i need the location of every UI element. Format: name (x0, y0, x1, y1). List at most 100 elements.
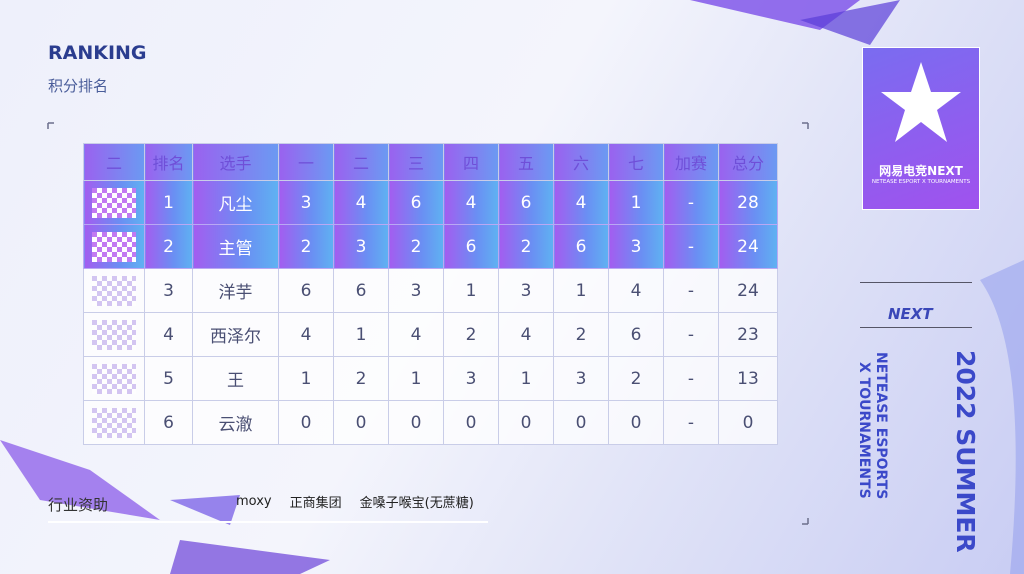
cell: 6 (608, 312, 664, 357)
cell: 2 (333, 356, 389, 401)
cell: - (663, 356, 719, 401)
cell: 凡尘 (192, 180, 279, 225)
cell: 6 (144, 400, 193, 445)
logo-star (881, 62, 961, 142)
cell: 5 (144, 356, 193, 401)
cell: 洋芋 (192, 268, 279, 313)
column-header: 五 (498, 143, 554, 181)
avatar-cell (83, 400, 145, 445)
avatar (92, 319, 136, 350)
cell: 4 (608, 268, 664, 313)
cell: 3 (144, 268, 193, 313)
column-header: 六 (553, 143, 609, 181)
table-row: 6 云澈 0 0 0 0 0 0 0-0 (83, 400, 778, 445)
cell: 3 (388, 268, 444, 313)
cell: 1 (553, 268, 609, 313)
column-header: 排名 (144, 143, 193, 181)
cell: 3 (608, 224, 664, 269)
cell: 云澈 (192, 400, 279, 445)
cell: 6 (443, 224, 499, 269)
cell: 2 (278, 224, 334, 269)
cell: 24 (718, 224, 778, 269)
cell: 4 (278, 312, 334, 357)
avatar-cell (83, 180, 145, 225)
cell: 1 (144, 180, 193, 225)
cell: 3 (498, 268, 554, 313)
cell: 6 (553, 224, 609, 269)
column-header: 二 (333, 143, 389, 181)
cell: 1 (388, 356, 444, 401)
cell: 2 (498, 224, 554, 269)
column-header: 三 (388, 143, 444, 181)
avatar (92, 363, 136, 394)
cell: 王 (192, 356, 279, 401)
cell: 6 (278, 268, 334, 313)
cell: 4 (498, 312, 554, 357)
cell: 3 (333, 224, 389, 269)
footer-label: 行业资助 (48, 496, 109, 514)
cell: 1 (333, 312, 389, 357)
cell: 23 (718, 312, 778, 357)
cell: 0 (388, 400, 444, 445)
cell: 2 (388, 224, 444, 269)
cell: 西泽尔 (192, 312, 279, 357)
cell: 主管 (192, 224, 279, 269)
cell: 24 (718, 268, 778, 313)
cell: 1 (443, 268, 499, 313)
cell: 2 (608, 356, 664, 401)
cell: 0 (498, 400, 554, 445)
cell: 4 (333, 180, 389, 225)
cell: 0 (333, 400, 389, 445)
cell: 3 (278, 180, 334, 225)
cell: 0 (718, 400, 778, 445)
sponsors: moxy 正商集团 金嗓子喉宝(无蔗糖) (236, 492, 474, 511)
brand-line1: NETEASE ESPORTS (873, 352, 889, 500)
cell: 0 (278, 400, 334, 445)
column-header: 七 (608, 143, 664, 181)
sponsor: 正商集团 (289, 496, 342, 511)
cell: 4 (553, 180, 609, 225)
ranking-table: 二排名 选手一二三四五六七加赛 总分 1 凡尘 3 4 6 4 6 4 1-28 2 主管 2 3 2 6 2 6 3-… (83, 143, 778, 445)
cell: 0 (553, 400, 609, 445)
table-row: 2 主管 2 3 2 6 2 6 3-24 (83, 224, 778, 269)
sponsor: 金嗓子喉宝(无蔗糖) (359, 496, 474, 511)
cell: - (663, 180, 719, 225)
title: RANKING (48, 42, 147, 64)
avatar-cell (83, 312, 145, 357)
avatar (92, 231, 136, 262)
column-header: 总分 (718, 143, 778, 181)
cell: 4 (144, 312, 193, 357)
subtitle: 积分排名 (48, 77, 109, 95)
cell: - (663, 400, 719, 445)
logo-box: 网易电竞NEXT NETEASE ESPORT X TOURNAMENTS (862, 47, 980, 210)
cell: 28 (718, 180, 778, 225)
cell: 1 (278, 356, 334, 401)
avatar-cell (83, 356, 145, 401)
brand-line2: X TOURNAMENTS (856, 362, 872, 499)
logo-text: 网易电竞NEXT (879, 164, 963, 178)
column-header: 一 (278, 143, 334, 181)
table-row: 4 西泽尔 4 1 4 2 4 2 6-23 (83, 312, 778, 357)
cell: 6 (498, 180, 554, 225)
sponsor: moxy (236, 494, 272, 509)
badge-frame (860, 282, 972, 328)
season: 2022 SUMMER (951, 350, 980, 553)
table-row: 1 凡尘 3 4 6 4 6 4 1-28 (83, 180, 778, 225)
avatar-cell (83, 224, 145, 269)
avatar-cell (83, 268, 145, 313)
logo-sub: NETEASE ESPORT X TOURNAMENTS (871, 179, 971, 185)
cell: 2 (443, 312, 499, 357)
cell: 4 (443, 180, 499, 225)
cell: - (663, 224, 719, 269)
cell: 6 (333, 268, 389, 313)
column-header: 加赛 (663, 143, 719, 181)
avatar (92, 407, 136, 438)
cell: 2 (553, 312, 609, 357)
header-row: 二排名 选手一二三四五六七加赛 总分 (83, 143, 778, 181)
avatar (92, 187, 136, 218)
column-header: 选手 (192, 143, 279, 181)
cell: 3 (443, 356, 499, 401)
cell: - (663, 312, 719, 357)
